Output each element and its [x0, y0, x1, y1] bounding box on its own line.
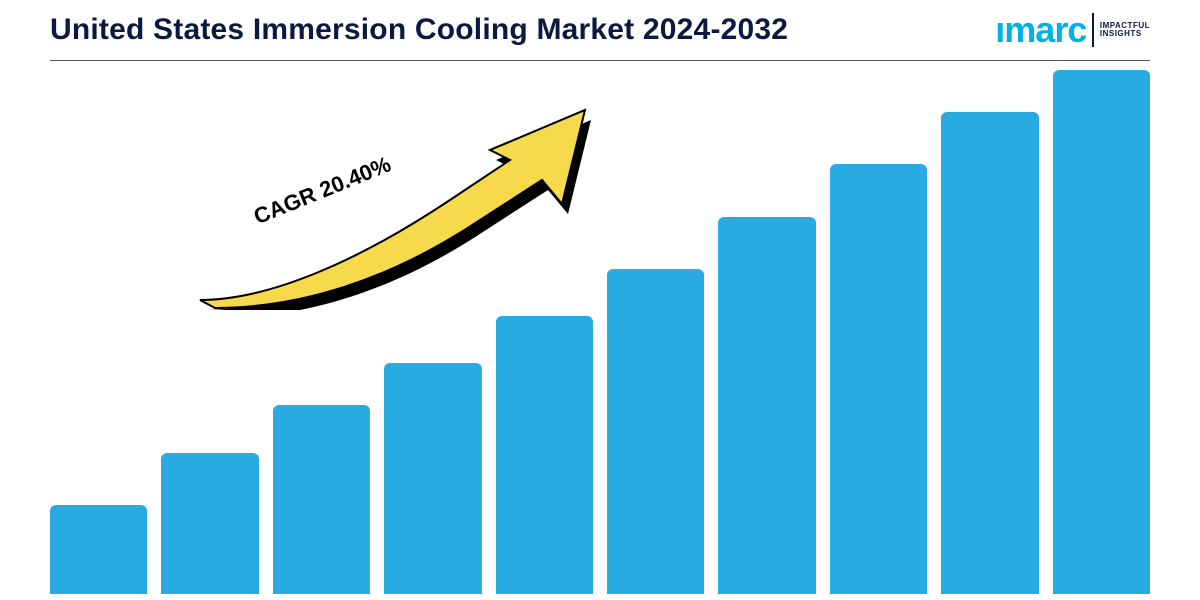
- brand-logo: ımarc IMPACTFUL INSIGHTS: [995, 9, 1150, 51]
- chart-bar: [384, 363, 481, 594]
- header-divider: [50, 60, 1150, 61]
- chart-bar: [273, 405, 370, 594]
- chart-bar: [50, 505, 147, 594]
- logo-text: ımarc: [995, 9, 1086, 51]
- logo-tagline-2: INSIGHTS: [1100, 30, 1150, 38]
- chart-bar: [1053, 70, 1150, 594]
- page-title: United States Immersion Cooling Market 2…: [50, 13, 788, 47]
- chart-bar: [830, 164, 927, 594]
- logo-divider: [1092, 13, 1094, 47]
- logo-tagline: IMPACTFUL INSIGHTS: [1100, 22, 1150, 39]
- bar-group: [50, 70, 1150, 594]
- header: United States Immersion Cooling Market 2…: [50, 6, 1150, 54]
- chart-bar: [941, 112, 1038, 594]
- growth-bar-chart: CAGR 20.40%: [50, 70, 1150, 594]
- chart-bar: [496, 316, 593, 594]
- chart-bar: [161, 453, 258, 594]
- page-root: United States Immersion Cooling Market 2…: [0, 0, 1200, 600]
- chart-bar: [718, 217, 815, 594]
- chart-bar: [607, 269, 704, 594]
